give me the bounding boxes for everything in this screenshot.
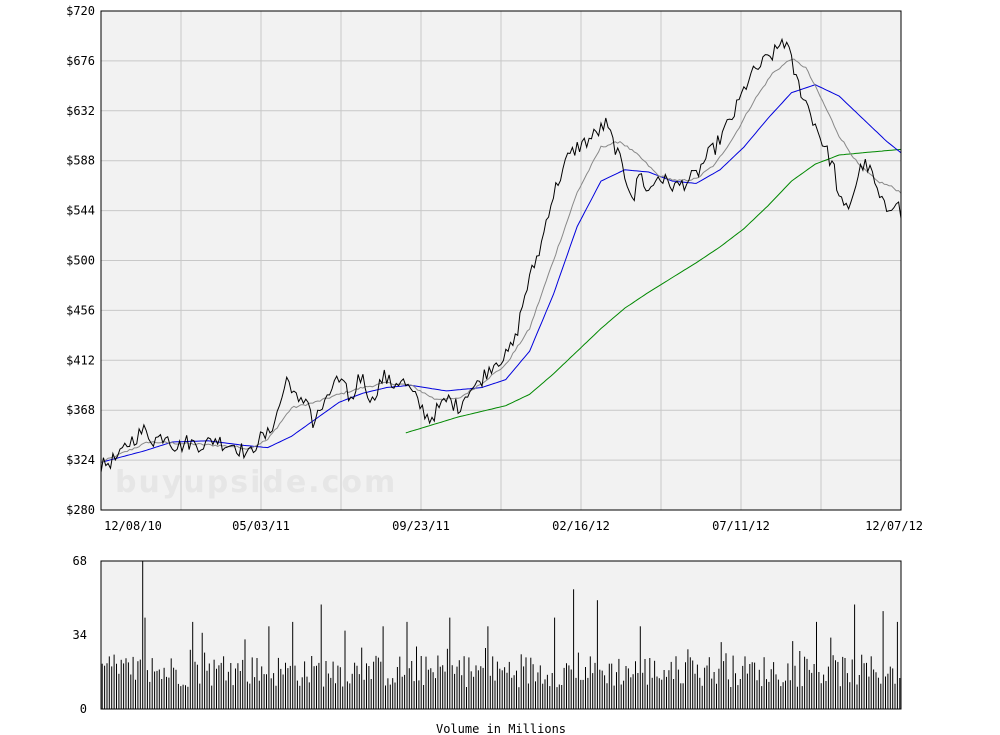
price-y-tick-label: $500 (66, 254, 95, 268)
volume-y-tick-label: 68 (73, 554, 87, 568)
price-y-tick-label: $720 (66, 4, 95, 18)
volume-plot-area (101, 561, 901, 709)
series-line-price (100, 37, 902, 473)
volume-y-tick-label: 34 (73, 628, 87, 642)
price-y-tick-label: $632 (66, 104, 95, 118)
price-y-tick-label: $368 (66, 403, 95, 417)
volume-plot-frame (100, 560, 902, 710)
price-x-tick-label: 12/08/10 (104, 519, 162, 533)
price-y-tick-label: $412 (66, 353, 95, 367)
series-line-ma-50 (100, 84, 902, 463)
price-x-tick-label: 02/16/12 (552, 519, 610, 533)
price-plot-frame (100, 10, 902, 511)
price-series-group (100, 37, 902, 473)
price-panel: buyupside.com $280 $324 $368 $412 $456 $500 $5… (66, 4, 923, 533)
volume-title: Volume in Millions (436, 722, 566, 735)
volume-panel: 0 34 68 Volume in Millions (73, 554, 902, 735)
watermark: buyupside.com (115, 465, 397, 500)
price-x-tick-label: 12/07/12 (865, 519, 923, 533)
price-x-tick-label: 05/03/11 (232, 519, 290, 533)
price-y-tick-label: $676 (66, 54, 95, 68)
price-y-tick-labels: $280 $324 $368 $412 $456 $500 $544 $588 $632 $676… (66, 4, 95, 517)
volume-bars (101, 561, 901, 709)
price-y-tick-label: $280 (66, 503, 95, 517)
price-y-tick-label: $324 (66, 453, 95, 467)
series-line-ma-200 (405, 148, 902, 434)
price-y-tick-label: $544 (66, 204, 95, 218)
price-x-tick-label: 07/11/12 (712, 519, 770, 533)
volume-y-tick-labels: 0 34 68 (73, 554, 87, 716)
price-y-tick-label: $456 (66, 303, 95, 317)
price-y-tick-label: $588 (66, 154, 95, 168)
volume-y-tick-label: 0 (80, 702, 87, 716)
price-x-tick-label: 09/23/11 (392, 519, 450, 533)
price-x-tick-labels: 12/08/10 05/03/11 09/23/11 02/16/12 07/11/12… (104, 519, 923, 533)
